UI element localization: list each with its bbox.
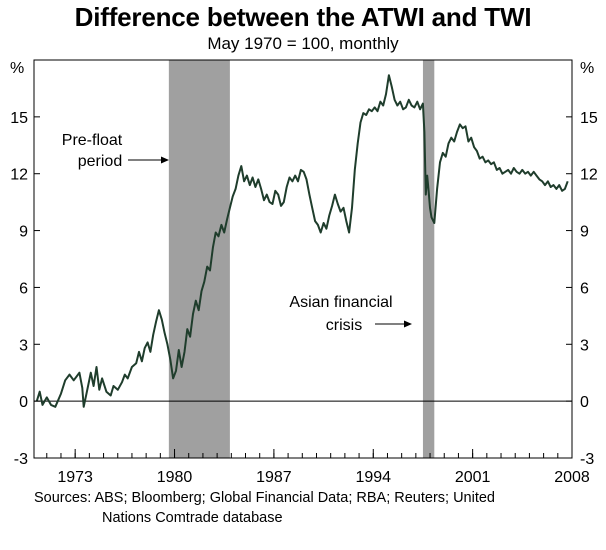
annotation-pre-float-arrowhead [161, 156, 169, 164]
x-tick-label: 2008 [554, 469, 590, 486]
chart-subtitle: May 1970 = 100, monthly [207, 34, 399, 53]
shaded-region-1 [168, 60, 230, 458]
annotation-asian-crisis-arrowhead [404, 320, 412, 328]
x-tick-label: 1980 [157, 469, 193, 486]
y-tick-label-left: 3 [19, 337, 28, 354]
sources-note: Sources: ABS; Bloomberg; Global Financia… [34, 488, 594, 528]
annotation-pre-float-line1: Pre-float [62, 132, 123, 149]
y-tick-label-right: -3 [580, 451, 594, 468]
y-tick-label-right: 6 [580, 280, 589, 297]
plot-frame [33, 59, 573, 459]
y-tick-label-left: 9 [19, 224, 28, 241]
y-tick-label-left: 6 [19, 280, 28, 297]
y-tick-label-left: 15 [10, 110, 28, 127]
x-tick-label: 1994 [355, 469, 391, 486]
y-tick-label-left: 0 [19, 394, 28, 411]
y-tick-label-right: 15 [580, 110, 598, 127]
annotation-asian-crisis-line2: crisis [326, 317, 362, 334]
y-tick-label-right: 12 [580, 167, 598, 184]
annotation-asian-crisis-line1: Asian financial [289, 294, 392, 311]
y-tick-label-left: 12 [10, 167, 28, 184]
annotation-pre-float-line2: period [78, 153, 122, 170]
y-tick-label-left: -3 [14, 451, 28, 468]
x-tick-label: 2001 [455, 469, 491, 486]
y-tick-label-right: 3 [580, 337, 589, 354]
y-axis-unit-left: % [10, 60, 25, 77]
sources-line-1: Sources: ABS; Bloomberg; Global Financia… [34, 490, 495, 506]
y-tick-label-right: 9 [580, 224, 589, 241]
y-axis-unit-right: % [580, 60, 595, 77]
sources-line-2: Nations Comtrade database [102, 510, 283, 526]
series-line-atwi-twi-difference [35, 74, 569, 408]
y-tick-label-right: 0 [580, 394, 589, 411]
chart-title: Difference between the ATWI and TWI [74, 2, 532, 32]
shaded-region-2 [422, 60, 435, 458]
x-tick-label: 1987 [256, 469, 292, 486]
x-tick-label: 1973 [57, 469, 93, 486]
line-chart: -3 -3 0 0 3 3 6 6 9 9 12 12 15 15 1973 1980 1987 1994 2001… [10, 59, 598, 486]
